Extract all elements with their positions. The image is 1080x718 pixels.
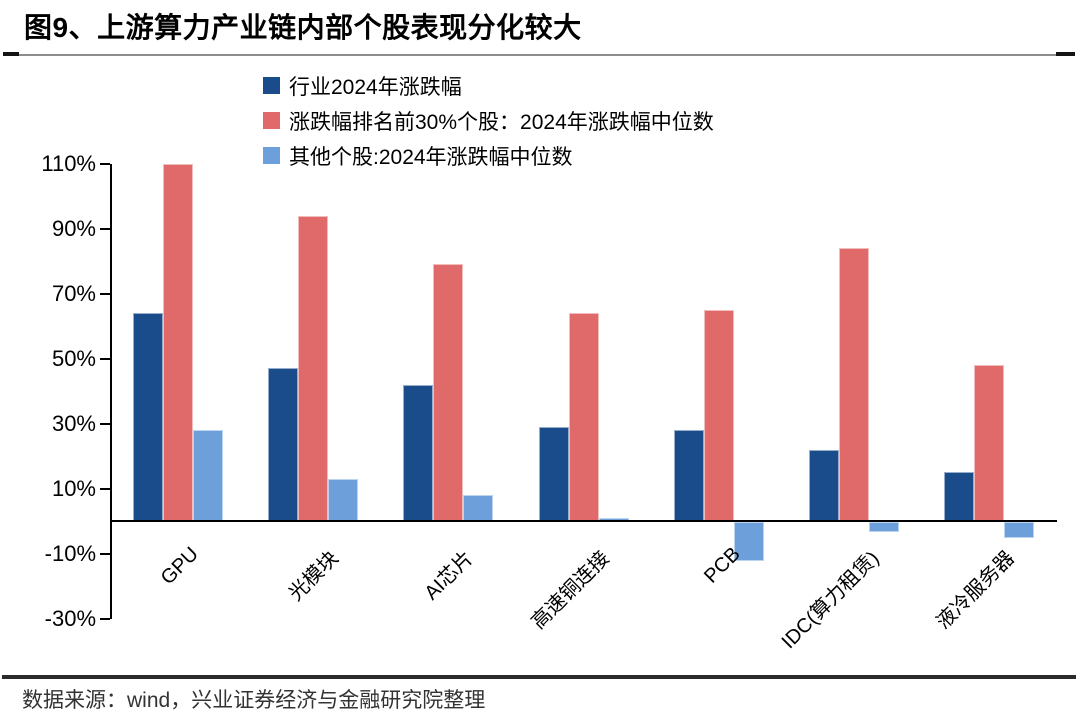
- y-tick: [100, 617, 110, 620]
- legend-swatch-industry: [263, 77, 280, 94]
- source-note: 数据来源：wind，兴业证券经济与金融研究院整理: [22, 689, 486, 712]
- y-axis-label: -30%: [44, 605, 96, 631]
- y-axis-label: 50%: [51, 345, 96, 371]
- bar: [809, 449, 840, 521]
- x-axis-label: 光模块: [284, 547, 343, 606]
- y-axis-label: 90%: [51, 215, 96, 241]
- legend: 行业2024年涨跌幅 涨跌幅排名前30%个股：2024年涨跌幅中位数 其他个股:…: [263, 68, 714, 173]
- y-tick: [100, 292, 110, 295]
- x-axis-label: GPU: [156, 543, 204, 590]
- y-tick: [100, 487, 110, 490]
- legend-label: 其他个股:2024年涨跌幅中位数: [289, 145, 573, 169]
- bar: [974, 365, 1005, 521]
- title-divider: [3, 54, 1075, 56]
- legend-label: 行业2024年涨跌幅: [289, 75, 462, 99]
- bar: [839, 248, 870, 521]
- bar: [192, 430, 223, 521]
- y-axis-label: 70%: [51, 280, 96, 306]
- y-tick: [100, 357, 110, 360]
- bar: [327, 478, 358, 521]
- figure-title: 图9、上游算力产业链内部个股表现分化较大: [24, 12, 582, 43]
- y-tick: [100, 552, 110, 555]
- y-axis-line: [110, 163, 112, 619]
- bar: [403, 384, 434, 521]
- bar: [538, 426, 569, 521]
- legend-item: 其他个股:2024年涨跌幅中位数: [263, 138, 714, 173]
- bar: [1004, 522, 1035, 539]
- bar: [944, 472, 975, 521]
- x-axis-label: 高速铜连接: [527, 547, 614, 634]
- x-axis-line: [110, 520, 1057, 522]
- y-tick: [100, 227, 110, 230]
- bar: [733, 522, 764, 561]
- legend-item: 行业2024年涨跌幅: [263, 68, 714, 103]
- bar: [463, 495, 494, 521]
- y-axis-label: 110%: [41, 150, 96, 176]
- bar: [267, 368, 298, 521]
- y-axis-label: 30%: [51, 410, 96, 436]
- bar: [869, 522, 900, 532]
- title-divider-right-tip: [1056, 52, 1075, 56]
- bar: [297, 215, 328, 521]
- y-tick: [100, 422, 110, 425]
- legend-swatch-others: [263, 147, 280, 164]
- y-axis-label: 10%: [51, 475, 96, 501]
- bar: [673, 430, 704, 521]
- x-axis-label: AI芯片: [420, 547, 479, 605]
- x-axis-label: IDC(算力租赁): [777, 547, 884, 654]
- title-divider-left-tip: [3, 52, 19, 56]
- x-axis-label: 液冷服务器: [932, 547, 1020, 634]
- legend-label: 涨跌幅排名前30%个股：2024年涨跌幅中位数: [289, 110, 714, 134]
- bar: [568, 313, 599, 521]
- bar: [433, 264, 464, 521]
- y-tick: [100, 162, 110, 165]
- bar: [162, 163, 193, 521]
- legend-item: 涨跌幅排名前30%个股：2024年涨跌幅中位数: [263, 103, 714, 138]
- footer-divider: [2, 675, 1076, 679]
- bar: [703, 309, 734, 521]
- bar: [132, 313, 163, 521]
- y-axis-label: -10%: [44, 540, 96, 566]
- legend-swatch-top30: [263, 112, 280, 129]
